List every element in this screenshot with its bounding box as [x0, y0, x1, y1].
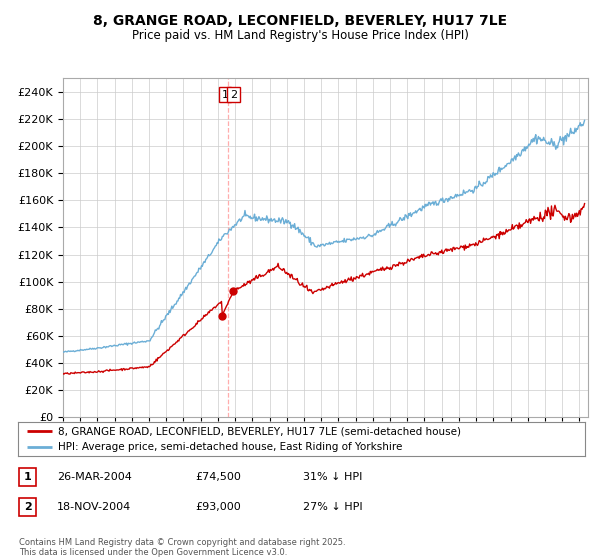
- Text: HPI: Average price, semi-detached house, East Riding of Yorkshire: HPI: Average price, semi-detached house,…: [58, 442, 402, 452]
- Text: 1: 1: [24, 472, 31, 482]
- Text: 8, GRANGE ROAD, LECONFIELD, BEVERLEY, HU17 7LE: 8, GRANGE ROAD, LECONFIELD, BEVERLEY, HU…: [93, 14, 507, 28]
- Text: 8, GRANGE ROAD, LECONFIELD, BEVERLEY, HU17 7LE (semi-detached house): 8, GRANGE ROAD, LECONFIELD, BEVERLEY, HU…: [58, 426, 461, 436]
- Text: Contains HM Land Registry data © Crown copyright and database right 2025.
This d: Contains HM Land Registry data © Crown c…: [19, 538, 346, 557]
- Text: £93,000: £93,000: [195, 502, 241, 512]
- Text: 18-NOV-2004: 18-NOV-2004: [57, 502, 131, 512]
- Text: 26-MAR-2004: 26-MAR-2004: [57, 472, 132, 482]
- Text: Price paid vs. HM Land Registry's House Price Index (HPI): Price paid vs. HM Land Registry's House …: [131, 29, 469, 42]
- Text: 2: 2: [230, 90, 237, 100]
- Text: 2: 2: [24, 502, 31, 512]
- Text: 27% ↓ HPI: 27% ↓ HPI: [303, 502, 362, 512]
- Text: 1: 1: [221, 90, 229, 100]
- Text: 31% ↓ HPI: 31% ↓ HPI: [303, 472, 362, 482]
- Text: £74,500: £74,500: [195, 472, 241, 482]
